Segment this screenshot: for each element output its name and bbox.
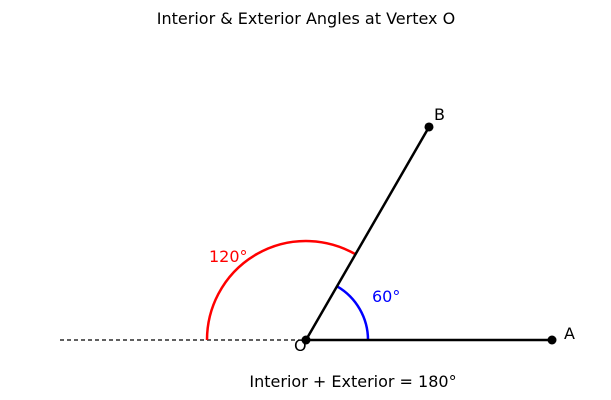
interior-angle-label: 60° bbox=[372, 287, 400, 306]
interior-angle-arc bbox=[336, 285, 370, 341]
exterior-angle-label: 120° bbox=[209, 247, 248, 266]
point-a bbox=[547, 335, 557, 345]
angle-sum-caption: Interior + Exterior = 180° bbox=[249, 372, 456, 391]
ray-ob bbox=[304, 126, 431, 341]
label-b: B bbox=[434, 105, 445, 124]
point-b bbox=[424, 122, 434, 132]
exterior-angle-arc bbox=[205, 239, 357, 341]
label-o: O bbox=[294, 336, 307, 355]
point-o bbox=[301, 335, 311, 345]
diagram-title: Interior & Exterior Angles at Vertex O bbox=[157, 9, 455, 28]
label-a: A bbox=[564, 324, 575, 343]
